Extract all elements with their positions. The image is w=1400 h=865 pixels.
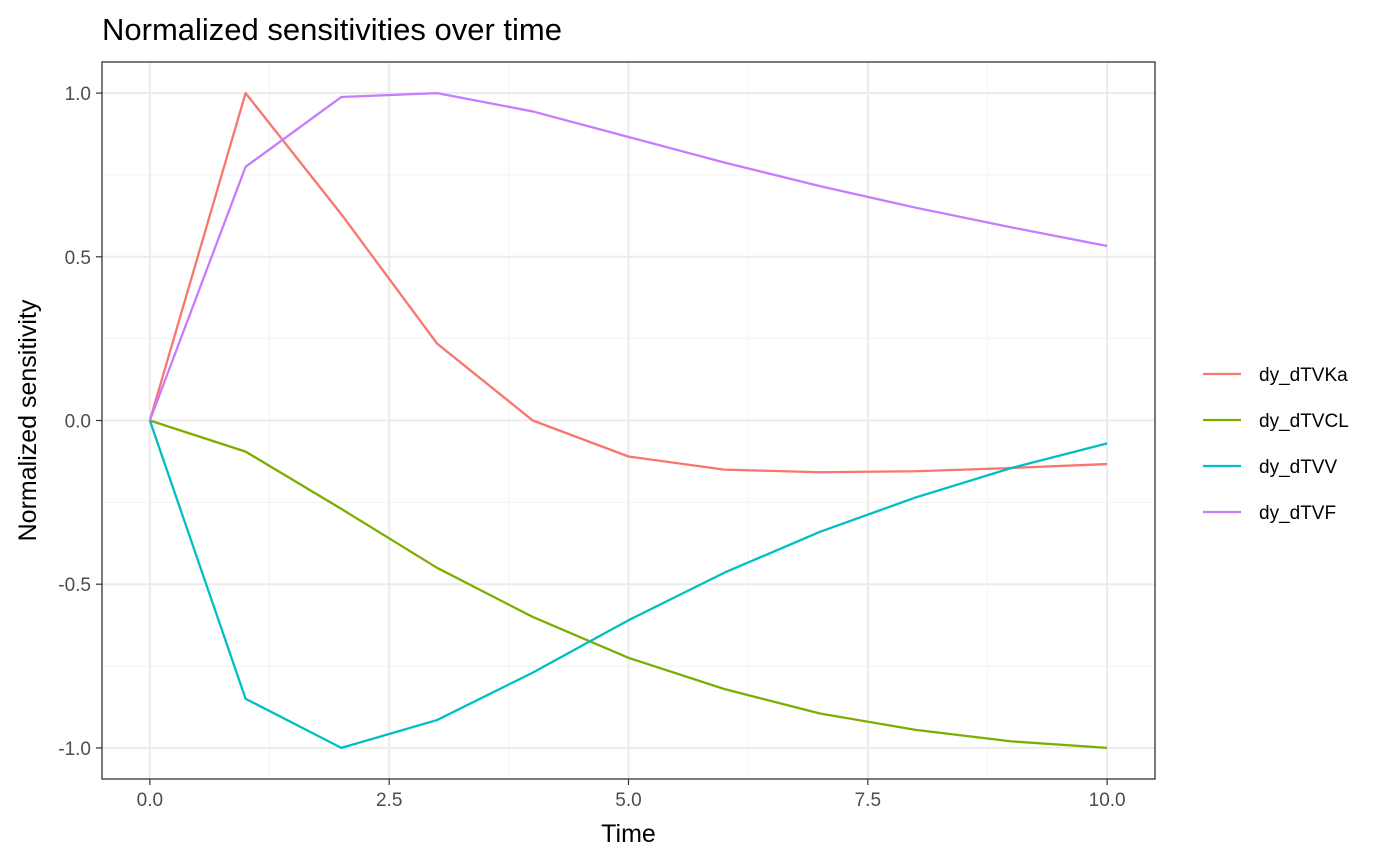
legend-item: dy_dTVV — [1203, 457, 1337, 478]
legend-label: dy_dTVF — [1259, 503, 1336, 524]
legend-item: dy_dTVKa — [1203, 365, 1348, 386]
y-tick-label: -1.0 — [58, 739, 91, 760]
x-tick-label: 2.5 — [376, 790, 402, 811]
y-tick-label: 0.5 — [65, 248, 91, 269]
chart-title: Normalized sensitivities over time — [102, 12, 562, 47]
series-line-dy-dtvcl — [149, 419, 1108, 750]
series-line-dy-dtvf — [148, 91, 1108, 421]
legend-label: dy_dTVV — [1259, 457, 1337, 478]
legend-item: dy_dTVCL — [1203, 411, 1349, 432]
series-line-dy-dtvka — [148, 91, 1108, 474]
legend-label: dy_dTVKa — [1259, 365, 1348, 386]
legend-item: dy_dTVF — [1203, 503, 1336, 524]
x-tick-label: 0.0 — [137, 790, 163, 811]
x-tick-label: 7.5 — [855, 790, 881, 811]
y-tick-label: 1.0 — [65, 84, 91, 105]
series-line-dy-dtvv — [148, 420, 1108, 750]
x-axis: 0.0 2.5 5.0 7.5 10.0 — [137, 779, 1126, 811]
y-tick-label: 0.0 — [65, 412, 91, 433]
y-tick-label: -0.5 — [58, 575, 91, 596]
x-tick-label: 5.0 — [615, 790, 641, 811]
legend: dy_dTVKa dy_dTVCL dy_dTVV dy_dTVF — [1203, 365, 1349, 524]
y-axis: 1.0 0.5 0.0 -0.5 -1.0 — [58, 84, 102, 760]
series-lines — [148, 91, 1108, 750]
x-tick-label: 10.0 — [1089, 790, 1126, 811]
y-axis-title: Normalized sensitivity — [14, 299, 42, 541]
gridlines — [102, 62, 1155, 779]
x-axis-title: Time — [601, 820, 656, 848]
legend-label: dy_dTVCL — [1259, 411, 1349, 432]
